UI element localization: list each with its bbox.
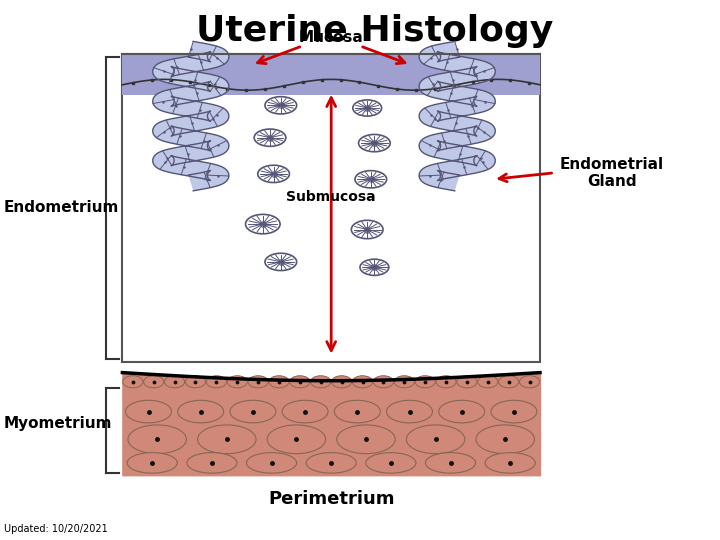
Ellipse shape [246,453,297,473]
Ellipse shape [164,376,185,388]
Ellipse shape [269,376,289,388]
Text: Endometrium: Endometrium [4,200,119,215]
Ellipse shape [127,453,177,473]
Text: Mucosa: Mucosa [299,30,364,45]
Ellipse shape [289,376,310,388]
Polygon shape [419,42,495,191]
Ellipse shape [186,453,237,473]
Ellipse shape [125,400,171,423]
Ellipse shape [359,134,390,152]
Ellipse shape [436,376,456,388]
Ellipse shape [265,253,297,271]
Text: Uterine Histology: Uterine Histology [196,14,553,48]
Ellipse shape [254,129,286,146]
Ellipse shape [306,453,356,473]
Polygon shape [153,42,229,191]
Ellipse shape [366,453,416,473]
Text: Updated: 10/20/2021: Updated: 10/20/2021 [4,523,107,534]
Ellipse shape [478,376,498,388]
Ellipse shape [248,376,268,388]
Ellipse shape [143,376,163,388]
Ellipse shape [311,376,330,388]
Ellipse shape [498,376,518,388]
Ellipse shape [267,425,325,454]
Text: Endometrial
Gland: Endometrial Gland [560,157,664,189]
Ellipse shape [457,376,477,388]
Bar [122,54,540,94]
Ellipse shape [415,376,435,388]
Ellipse shape [353,100,382,116]
Ellipse shape [406,425,465,454]
Ellipse shape [265,97,297,114]
Ellipse shape [438,400,485,423]
Ellipse shape [331,376,352,388]
Ellipse shape [206,376,227,388]
Text: Submucosa: Submucosa [287,190,376,204]
Ellipse shape [395,376,415,388]
Ellipse shape [355,171,387,188]
Ellipse shape [122,376,143,388]
Ellipse shape [353,376,373,388]
Ellipse shape [351,220,383,239]
Ellipse shape [258,165,289,183]
Ellipse shape [387,400,433,423]
Text: Myometrium: Myometrium [4,416,112,431]
Ellipse shape [426,453,476,473]
Ellipse shape [282,400,328,423]
Ellipse shape [334,400,380,423]
Ellipse shape [337,425,395,454]
Ellipse shape [197,425,256,454]
Ellipse shape [476,425,534,454]
Ellipse shape [185,376,206,388]
Ellipse shape [374,376,394,388]
Ellipse shape [128,425,186,454]
Ellipse shape [246,214,280,234]
Ellipse shape [519,376,540,388]
Ellipse shape [360,259,389,275]
Bar [122,54,540,362]
Text: Perimetrium: Perimetrium [268,490,395,509]
Ellipse shape [228,376,248,388]
Ellipse shape [491,400,537,423]
Ellipse shape [485,453,535,473]
Ellipse shape [178,400,224,423]
Ellipse shape [230,400,276,423]
